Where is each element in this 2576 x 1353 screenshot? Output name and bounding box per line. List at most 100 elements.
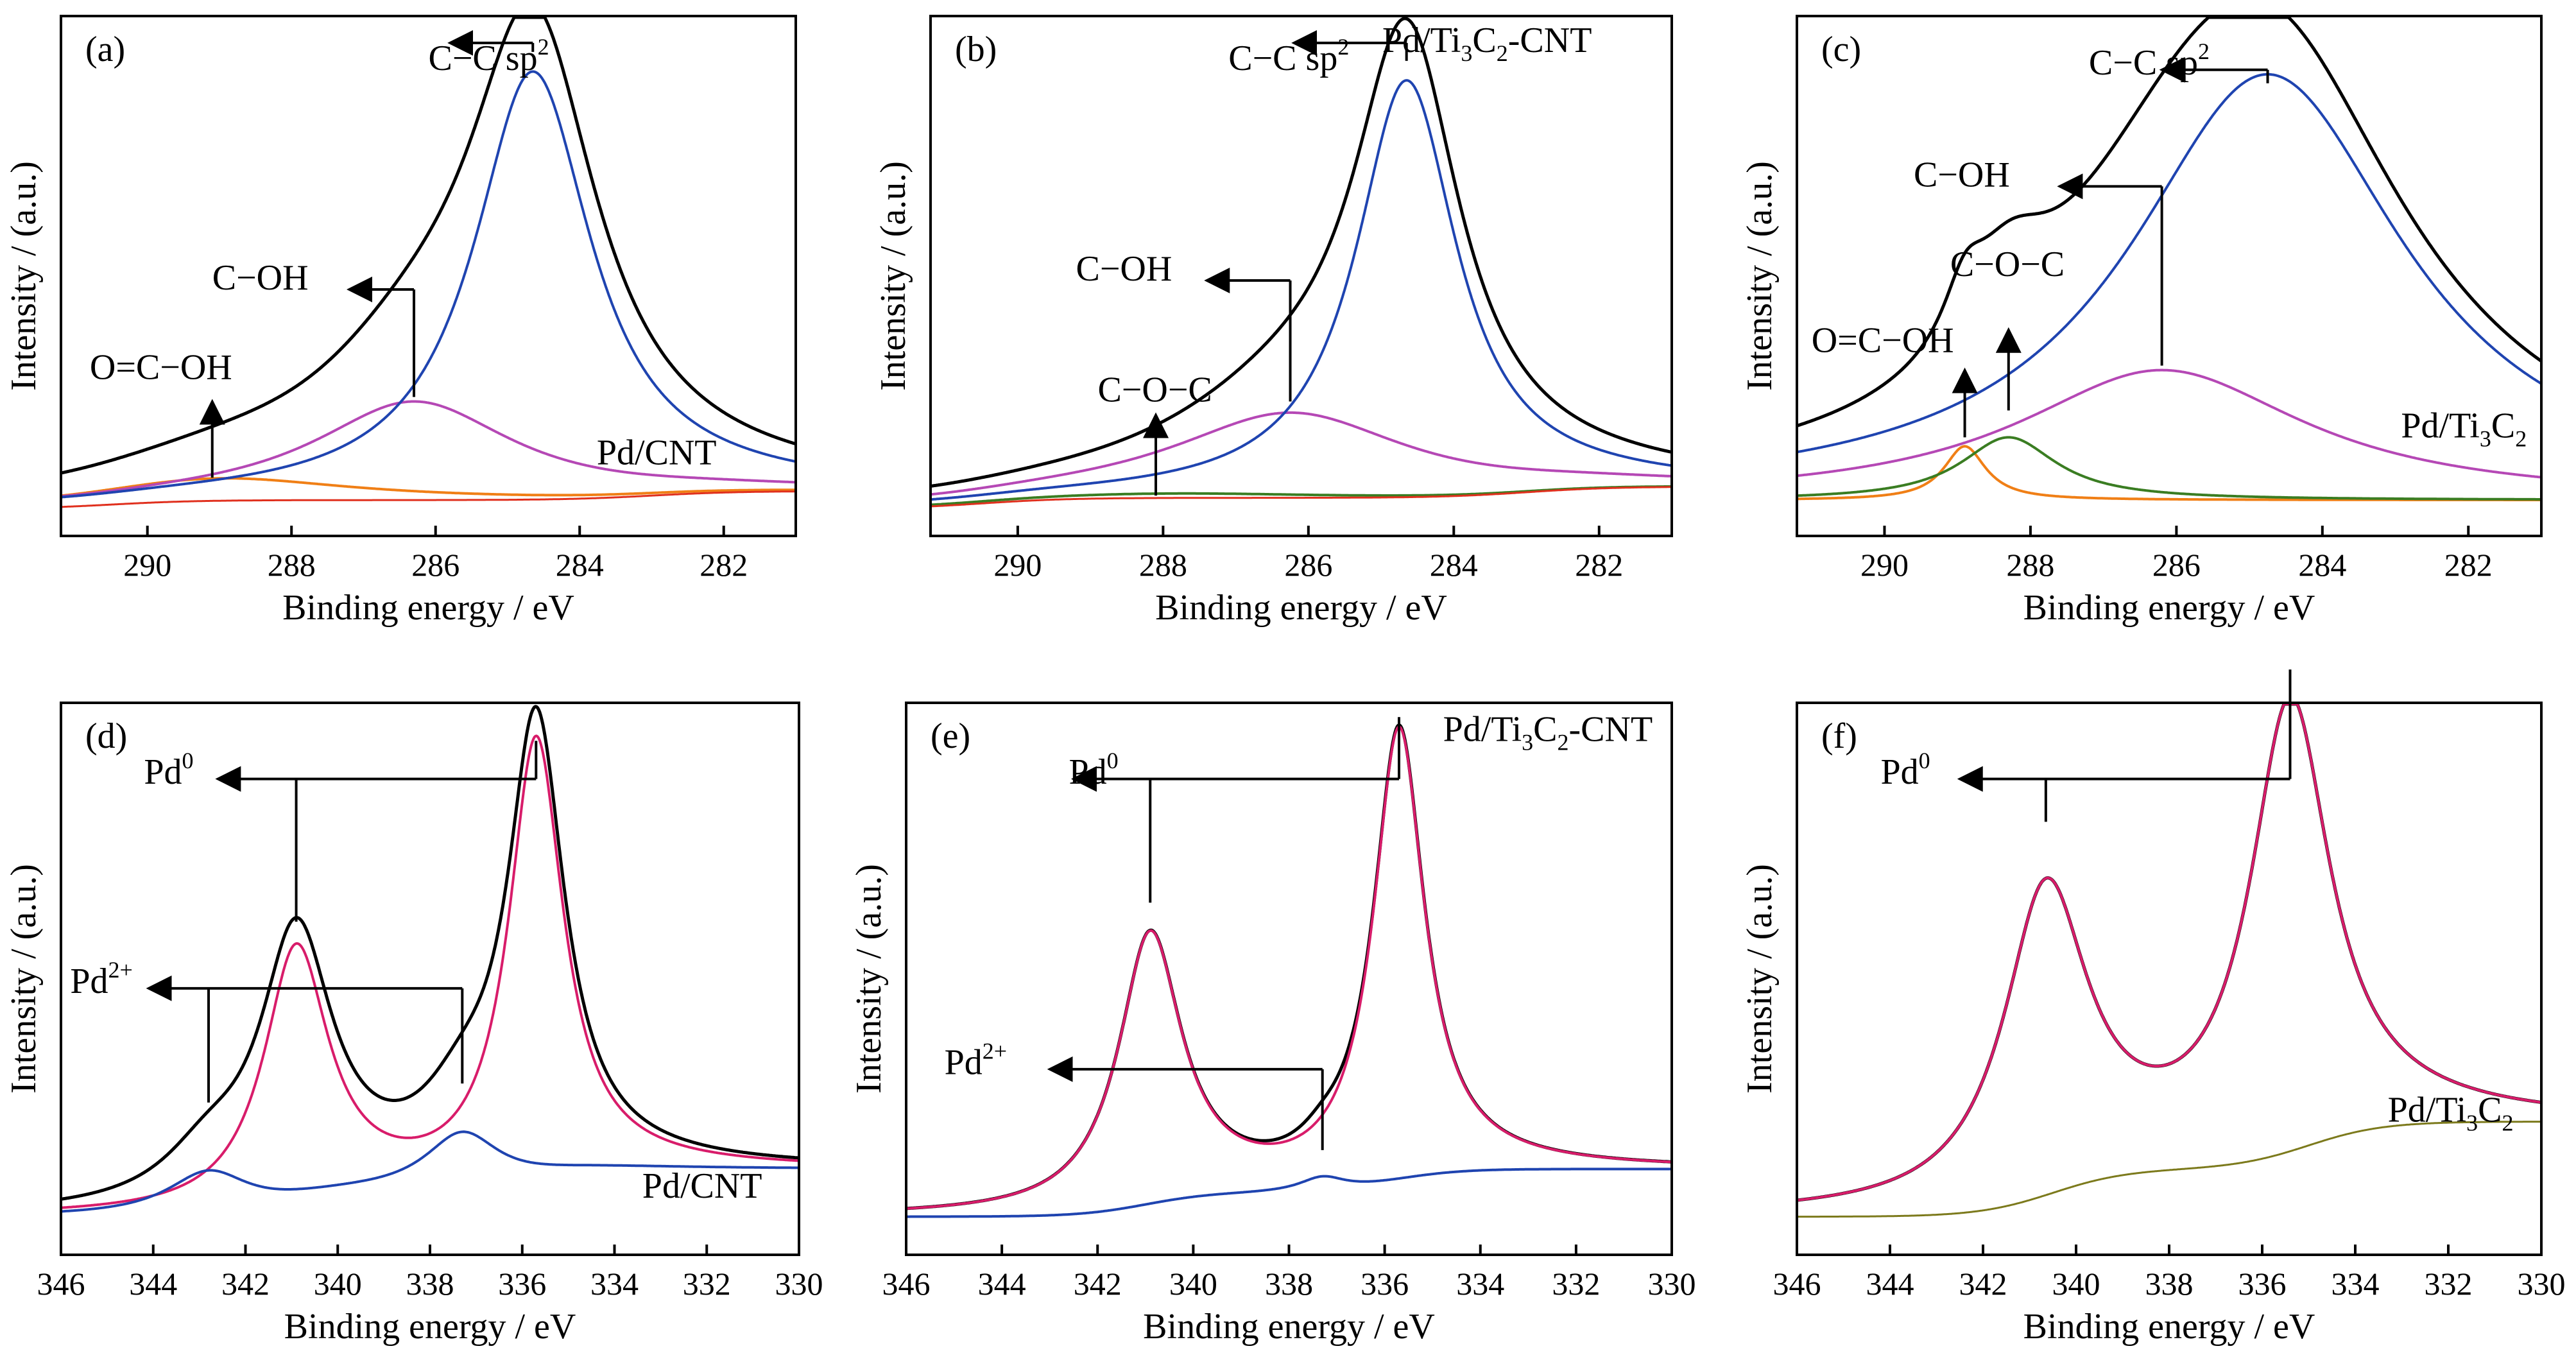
- annotation-label: C−O−C: [1950, 245, 2065, 284]
- annotation-label: C−C sp2: [1228, 34, 1349, 78]
- annotation-label: Pd/CNT: [642, 1166, 762, 1206]
- x-tick-label: 290: [1860, 547, 1909, 583]
- y-axis-label: Intensity / (a.u.): [849, 864, 889, 1094]
- label-superscript: 0: [182, 748, 194, 773]
- series-line: [60, 734, 800, 1209]
- x-tick-label: 338: [1265, 1266, 1313, 1302]
- label-main: C−C sp: [2089, 43, 2198, 83]
- annotation-label: O=C−OH: [1812, 321, 1954, 361]
- x-tick-label: 332: [683, 1266, 731, 1302]
- series-group: [930, 17, 1672, 508]
- x-tick-label: 288: [1139, 547, 1187, 583]
- x-tick-label: 330: [1648, 1266, 1696, 1302]
- x-tick-label: 282: [1575, 547, 1623, 583]
- label-superscript: 2: [2198, 39, 2210, 64]
- series-line: [930, 79, 1672, 501]
- x-tick-label: 340: [1169, 1266, 1217, 1302]
- x-tick-label: 340: [2052, 1266, 2100, 1302]
- series-line: [1796, 703, 2542, 1202]
- label-main: Pd/Ti: [1443, 709, 1522, 749]
- label-subscript: 3: [2480, 426, 2491, 451]
- label-main: Pd/CNT: [642, 1166, 762, 1206]
- label-main: C: [1472, 21, 1496, 60]
- series-line: [60, 15, 796, 475]
- label-main: C−C sp: [1228, 39, 1337, 78]
- label-main: O=C−OH: [90, 348, 232, 388]
- panel-f: 346 344 342 340 338 336 334 332 330 Binding energ…: [1740, 669, 2566, 1347]
- label-main: C−O−C: [1950, 245, 2065, 284]
- panel-letter: (c): [1821, 30, 1861, 69]
- x-tick-label: 282: [700, 547, 748, 583]
- x-tick-label: 286: [1284, 547, 1332, 583]
- x-tick-label: 342: [1959, 1266, 2007, 1302]
- label-main: O=C−OH: [1812, 321, 1954, 361]
- panel-letter: (b): [955, 30, 997, 69]
- label-subscript: 2: [2502, 1110, 2514, 1135]
- plot-frame: [1796, 15, 2543, 537]
- panel-letter: (d): [85, 716, 127, 756]
- x-axis-label: Binding energy / eV: [2023, 1307, 2315, 1347]
- annotation-label: Pd0: [1881, 748, 1930, 792]
- series-line: [906, 723, 1672, 1211]
- x-tick-label: 344: [129, 1266, 177, 1302]
- x-tick-label: 342: [221, 1266, 270, 1302]
- label-subscript: 2: [2515, 426, 2527, 451]
- x-tick-label: 284: [1430, 547, 1478, 583]
- x-tick-label: 332: [1552, 1266, 1600, 1302]
- y-axis-label: Intensity / (a.u.): [4, 161, 44, 391]
- x-axis-label: Binding energy / eV: [284, 1307, 576, 1347]
- label-main: Pd: [945, 1042, 983, 1082]
- annotation-label: C−OH: [212, 258, 309, 298]
- x-tick-label: 286: [411, 547, 459, 583]
- panel-letter: (a): [85, 30, 125, 69]
- series-line: [906, 725, 1672, 1210]
- annotation-label: Pd2+: [70, 957, 132, 1001]
- panel-letter: (f): [1821, 716, 1857, 756]
- x-tick-label: 288: [268, 547, 316, 583]
- x-axis-label: Binding energy / eV: [1143, 1307, 1435, 1347]
- series-group: [906, 723, 1672, 1218]
- label-main: Pd/Ti: [2388, 1090, 2467, 1130]
- x-axis-label: Binding energy / eV: [282, 588, 574, 628]
- x-tick-label: 344: [978, 1266, 1026, 1302]
- label-main: Pd: [1881, 752, 1919, 792]
- series-line: [60, 70, 796, 499]
- label-main: Pd: [70, 961, 108, 1001]
- label-main: C−OH: [1914, 155, 2010, 194]
- label-main: Pd/Ti: [1382, 21, 1461, 60]
- y-axis-label: Intensity / (a.u.): [1740, 161, 1780, 391]
- series-line: [60, 1130, 800, 1213]
- label-main: C−C sp: [429, 39, 538, 78]
- label-superscript: 2: [538, 34, 549, 60]
- label-main: -CNT: [1569, 709, 1653, 749]
- plot-frame: [60, 15, 797, 537]
- x-tick-label: 336: [498, 1266, 546, 1302]
- x-tick-label: 290: [993, 547, 1042, 583]
- label-main: Pd/CNT: [597, 433, 717, 472]
- label-main: C−OH: [1076, 249, 1172, 289]
- label-superscript: 0: [1919, 748, 1930, 773]
- series-line: [1796, 436, 2542, 501]
- x-tick-label: 334: [590, 1266, 639, 1302]
- label-main: Pd: [1069, 752, 1107, 792]
- series-line: [60, 705, 800, 1201]
- annotation-label: C−C sp2: [2089, 39, 2210, 83]
- series-line: [60, 490, 796, 508]
- label-main: -CNT: [1508, 21, 1592, 60]
- x-tick-label: 346: [1773, 1266, 1821, 1302]
- label-subscript: 3: [2466, 1110, 2478, 1135]
- annotation-label: Pd0: [1069, 748, 1119, 792]
- label-main: C: [2491, 406, 2515, 445]
- panel-e: 346 344 342 340 338 336 334 332 330 Binding energ…: [849, 702, 1696, 1347]
- x-tick-label: 288: [2006, 547, 2054, 583]
- label-superscript: 2+: [108, 957, 133, 983]
- label-subscript: 2: [1497, 40, 1508, 66]
- x-tick-label: 284: [2298, 547, 2346, 583]
- annotation-label: Pd2+: [945, 1038, 1007, 1082]
- x-tick-label: 284: [556, 547, 604, 583]
- x-tick-label: 336: [1361, 1266, 1409, 1302]
- x-tick-label: 282: [2444, 547, 2493, 583]
- panel-b: 290 288 286 284 282 Binding energy / eV Intens…: [873, 15, 1673, 628]
- panel-letter: (e): [931, 716, 970, 756]
- annotation-label: Pd/Ti3C2: [2388, 1090, 2514, 1135]
